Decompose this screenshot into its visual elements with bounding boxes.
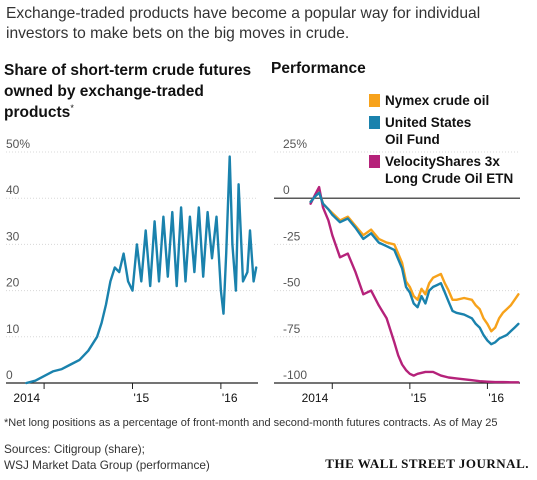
- legend-label-uso: United States Oil Fund: [385, 115, 472, 147]
- legend-label-nymex: Nymex crude oil: [385, 93, 490, 108]
- y-tick-label-4: 10: [6, 322, 20, 336]
- legend-item-uso: United States Oil Fund: [369, 114, 485, 148]
- legend: Nymex crude oil United States Oil Fund V…: [369, 92, 534, 192]
- series-line-nymex: [309, 189, 520, 333]
- y-tick-label-2: -25: [283, 229, 301, 243]
- y-tick-label-2: 30: [6, 229, 20, 243]
- legend-label-velocity: VelocityShares 3x Long Crude Oil ETN: [385, 154, 514, 186]
- legend-item-velocity: VelocityShares 3x Long Crude Oil ETN: [369, 153, 535, 187]
- publisher-logo: THE WALL STREET JOURNAL.: [325, 456, 529, 471]
- sources-line-2: WSJ Market Data Group (performance): [4, 458, 210, 472]
- y-tick-label-5: -100: [283, 368, 307, 382]
- left-chart-title: Share of short-term crude futures owned …: [4, 60, 269, 123]
- legend-swatch-nymex: [369, 94, 380, 107]
- left-chart-title-text: Share of short-term crude futures owned …: [4, 62, 252, 121]
- intro-text: Exchange-traded products have become a p…: [6, 5, 481, 42]
- y-tick-label-0: 50%: [6, 137, 30, 151]
- y-tick-label-1: 0: [283, 183, 290, 197]
- x-tick-label-0: 2014: [302, 391, 329, 405]
- y-tick-label-3: 20: [6, 276, 20, 290]
- series-line-uso: [309, 191, 520, 346]
- sources: Sources: Citigroup (share); WSJ Market D…: [4, 441, 210, 473]
- x-tick-label-2: '16: [222, 391, 238, 405]
- x-tick-label-2: '16: [488, 391, 504, 405]
- performance-chart: 25% 0 -25 -50 -75 -100 2014 '15 '16: [274, 137, 520, 405]
- x-tick-label-1: '15: [411, 391, 427, 405]
- legend-swatch-velocity: [369, 155, 380, 168]
- y-tick-label-4: -75: [283, 322, 301, 336]
- y-tick-label-3: -50: [283, 276, 301, 290]
- x-tick-label-0: 2014: [13, 391, 40, 405]
- title-footnote-marker: *: [70, 102, 74, 113]
- y-tick-label-5: 0: [6, 368, 13, 382]
- footnote: *Net long positions as a percentage of f…: [4, 417, 498, 429]
- y-tick-label-1: 40: [6, 183, 20, 197]
- series-line-share: [25, 155, 258, 385]
- right-chart-title: Performance: [271, 60, 366, 77]
- legend-swatch-uso: [369, 116, 380, 129]
- sources-line-1: Sources: Citigroup (share);: [4, 442, 145, 456]
- y-tick-label-0: 25%: [283, 137, 307, 151]
- series-line-velocity: [309, 185, 520, 384]
- x-tick-label-1: '15: [133, 391, 149, 405]
- legend-item-nymex: Nymex crude oil: [369, 92, 534, 109]
